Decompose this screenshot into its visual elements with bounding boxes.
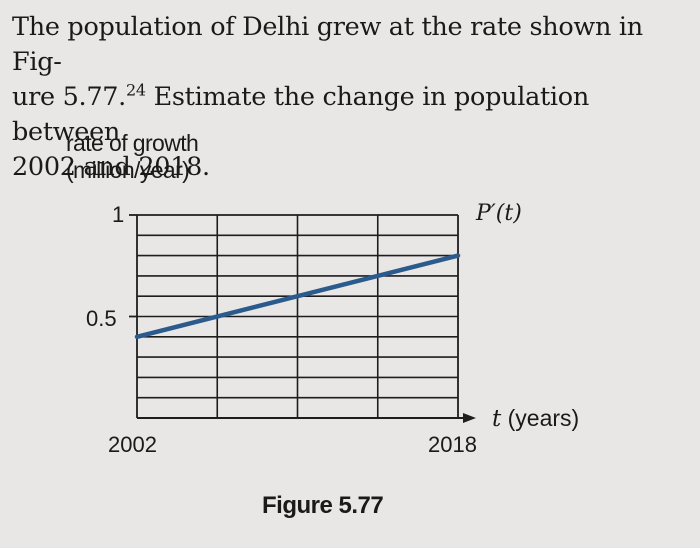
problem-line-3: 2002 and 2018.: [12, 152, 210, 182]
x-axis-arrowhead: [463, 413, 476, 423]
problem-line-2-start: ure 5.77.: [12, 82, 126, 112]
footnote-marker: 24: [126, 80, 146, 100]
problem-text: The population of Delhi grew at the rate…: [12, 10, 692, 185]
y-axis-label: rate of growth (million/year): [66, 130, 199, 184]
x-axis-unit: (years): [507, 405, 580, 431]
figure-caption: Figure 5.77: [262, 492, 384, 519]
problem-line-2: ure 5.77.24 Estimate the change in popul…: [12, 80, 692, 150]
y-tick-label-0-5: 0.5: [86, 306, 117, 331]
y-axis-label-line-1: rate of growth: [66, 130, 199, 156]
y-tick-label-1: 1: [112, 202, 125, 227]
y-axis-label-line-2: (million/year): [66, 157, 190, 183]
x-tick-label-2002: 2002: [108, 432, 157, 457]
series-line-p-prime: [134, 253, 461, 340]
function-label: P′(t): [476, 201, 522, 226]
x-tick-label-2018: 2018: [428, 432, 477, 457]
problem-line-1: The population of Delhi grew at the rate…: [12, 12, 643, 77]
x-axis-variable: t: [492, 406, 502, 432]
problem-line-2-end: Estimate the change in population betwee…: [12, 82, 589, 147]
x-axis-label: t (years): [492, 405, 579, 432]
